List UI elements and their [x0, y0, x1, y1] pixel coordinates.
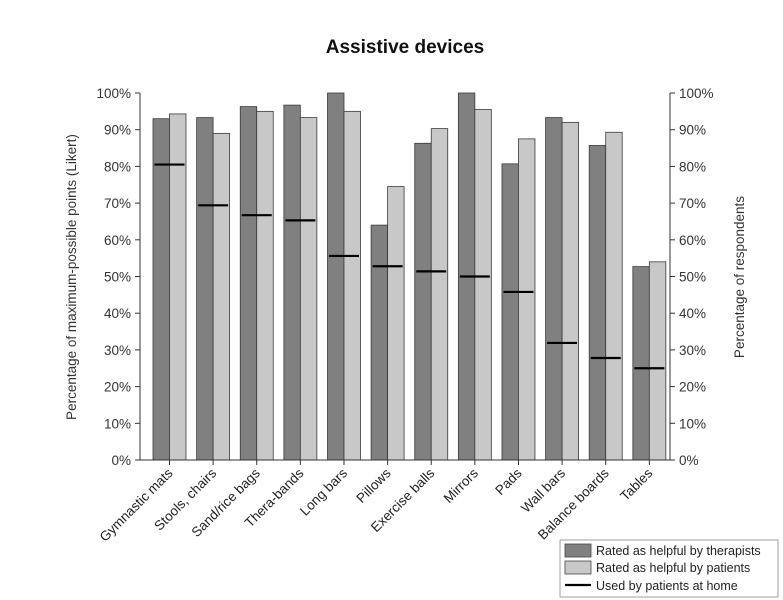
left-tick-label: 30%: [104, 343, 131, 358]
bar-therapists: [501, 163, 519, 461]
bar-therapists: [632, 266, 650, 461]
bar-patients: [474, 109, 492, 461]
category-label: Pillows: [353, 465, 393, 505]
legend-swatch-therapists: [564, 543, 592, 558]
left-tick-label: 50%: [104, 270, 131, 285]
bar-patients: [299, 117, 318, 461]
left-tick-label: 80%: [104, 159, 131, 174]
left-y-axis: 0% 10% 20% 30% 40% 50% 60% 70% 80% 90% 100%: [96, 86, 140, 468]
bar-therapists: [196, 117, 214, 461]
right-tick-label: 100%: [679, 86, 714, 101]
right-tick-label: 10%: [679, 416, 706, 431]
bar-patients: [343, 110, 361, 461]
legend-box: [559, 539, 779, 598]
chart-title: Assistive devices: [326, 37, 484, 58]
left-tick-label: 0%: [111, 453, 131, 468]
right-tick-label: 40%: [679, 306, 706, 321]
legend-label-patients: Rated as helpful by patients: [596, 561, 750, 575]
category-label: Gymnastic mats: [97, 465, 176, 544]
legend-swatch-patients: [564, 560, 592, 575]
right-tick-label: 70%: [679, 196, 706, 211]
bar-therapists: [152, 118, 170, 461]
left-tick-label: 100%: [96, 86, 131, 101]
bar-patients: [169, 113, 187, 461]
category-label: Mirrors: [441, 465, 481, 505]
bar-therapists: [239, 106, 258, 461]
legend-label-therapists: Rated as helpful by therapists: [596, 544, 761, 558]
bar-patients: [387, 186, 405, 461]
bar-patients: [256, 110, 274, 461]
right-tick-label: 90%: [679, 123, 706, 138]
right-tick-label: 80%: [679, 159, 706, 174]
category-label: Tables: [617, 465, 655, 503]
left-tick-label: 90%: [104, 123, 131, 138]
bar-patients: [561, 121, 579, 461]
bar-therapists: [588, 145, 607, 461]
right-axis-label: Percentage of respondents: [732, 196, 747, 358]
bar-therapists: [370, 224, 389, 461]
legend-label-home-use: Used by patients at home: [596, 579, 738, 593]
bar-therapists: [545, 117, 563, 461]
bar-therapists: [414, 142, 432, 461]
left-tick-label: 40%: [104, 306, 131, 321]
left-tick-label: 60%: [104, 233, 131, 248]
left-axis-label: Percentage of maximum-possible points (L…: [64, 134, 79, 420]
legend: Rated as helpful by therapists Rated as …: [559, 539, 779, 598]
bar-group: [152, 92, 667, 461]
home-use-markers: [154, 163, 665, 370]
category-label: Pads: [492, 465, 525, 498]
bar-patients: [212, 132, 231, 461]
bar-therapists: [327, 92, 345, 461]
category-label: Long bars: [297, 465, 350, 518]
right-tick-label: 30%: [679, 343, 706, 358]
bar-patients: [605, 131, 623, 461]
left-tick-label: 20%: [104, 380, 131, 395]
right-y-axis: 0% 10% 20% 30% 40% 50% 60% 70% 80% 90% 100%: [670, 86, 714, 468]
right-tick-label: 0%: [679, 453, 699, 468]
bar-patients: [518, 138, 536, 461]
bar-patients: [430, 128, 449, 461]
bar-patients: [648, 261, 667, 461]
right-tick-label: 20%: [679, 380, 706, 395]
bar-therapists: [283, 104, 301, 461]
left-tick-label: 70%: [104, 196, 131, 211]
right-tick-label: 60%: [679, 233, 706, 248]
left-tick-label: 10%: [104, 416, 131, 431]
right-tick-label: 50%: [679, 270, 706, 285]
